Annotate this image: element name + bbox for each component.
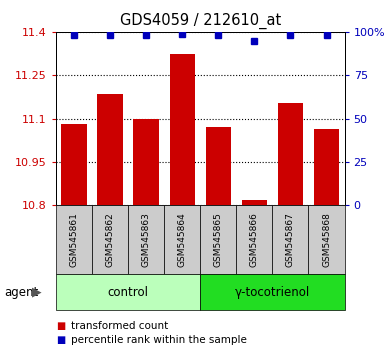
Title: GDS4059 / 212610_at: GDS4059 / 212610_at [120, 13, 281, 29]
Bar [134, 119, 159, 205]
Text: ▶: ▶ [32, 286, 42, 298]
Text: ■: ■ [56, 321, 65, 331]
Text: GSM545863: GSM545863 [142, 212, 151, 267]
Bar [242, 200, 267, 205]
Text: GSM545865: GSM545865 [214, 212, 223, 267]
Text: GSM545862: GSM545862 [105, 212, 114, 267]
Text: GSM545864: GSM545864 [177, 212, 187, 267]
Bar [314, 129, 339, 205]
Bar [278, 103, 303, 205]
Text: GSM545867: GSM545867 [286, 212, 295, 267]
Text: GSM545861: GSM545861 [69, 212, 79, 267]
Text: transformed count: transformed count [71, 321, 169, 331]
Text: GSM545868: GSM545868 [322, 212, 331, 267]
Text: agent: agent [4, 286, 38, 298]
Text: percentile rank within the sample: percentile rank within the sample [71, 335, 247, 345]
Text: control: control [107, 286, 149, 298]
Bar [61, 124, 87, 205]
Bar [206, 127, 231, 205]
Bar [97, 94, 122, 205]
Text: γ-tocotrienol: γ-tocotrienol [235, 286, 310, 298]
Text: GSM545866: GSM545866 [250, 212, 259, 267]
Bar [169, 53, 195, 205]
Text: ■: ■ [56, 335, 65, 345]
